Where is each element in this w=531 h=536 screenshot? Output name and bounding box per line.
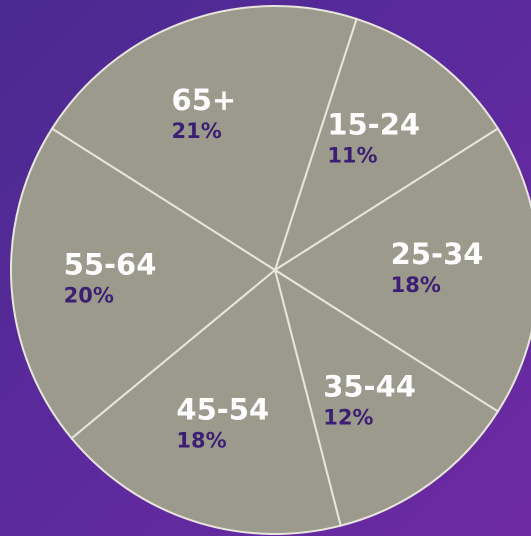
pie-slice xyxy=(50,5,358,272)
pie-slice xyxy=(10,127,277,440)
pie-slice xyxy=(273,267,500,527)
slice-label: 45-54 xyxy=(176,393,269,427)
slice-value-label: 20% xyxy=(64,283,114,307)
slice-label: 65+ xyxy=(172,83,237,117)
slice-value-label: 11% xyxy=(327,144,377,168)
slice-label: 25-34 xyxy=(391,237,484,271)
slice-label: 15-24 xyxy=(327,108,420,142)
slice-value-label: 18% xyxy=(176,429,226,453)
pie-slice xyxy=(70,268,342,535)
slice-label: 55-64 xyxy=(64,247,157,281)
pie-slice xyxy=(273,127,531,413)
slice-value-label: 12% xyxy=(323,405,373,429)
slice-value-label: 21% xyxy=(172,119,222,143)
pie-slice xyxy=(273,17,500,273)
slice-value-label: 18% xyxy=(391,273,441,297)
slice-label: 35-44 xyxy=(323,369,416,403)
